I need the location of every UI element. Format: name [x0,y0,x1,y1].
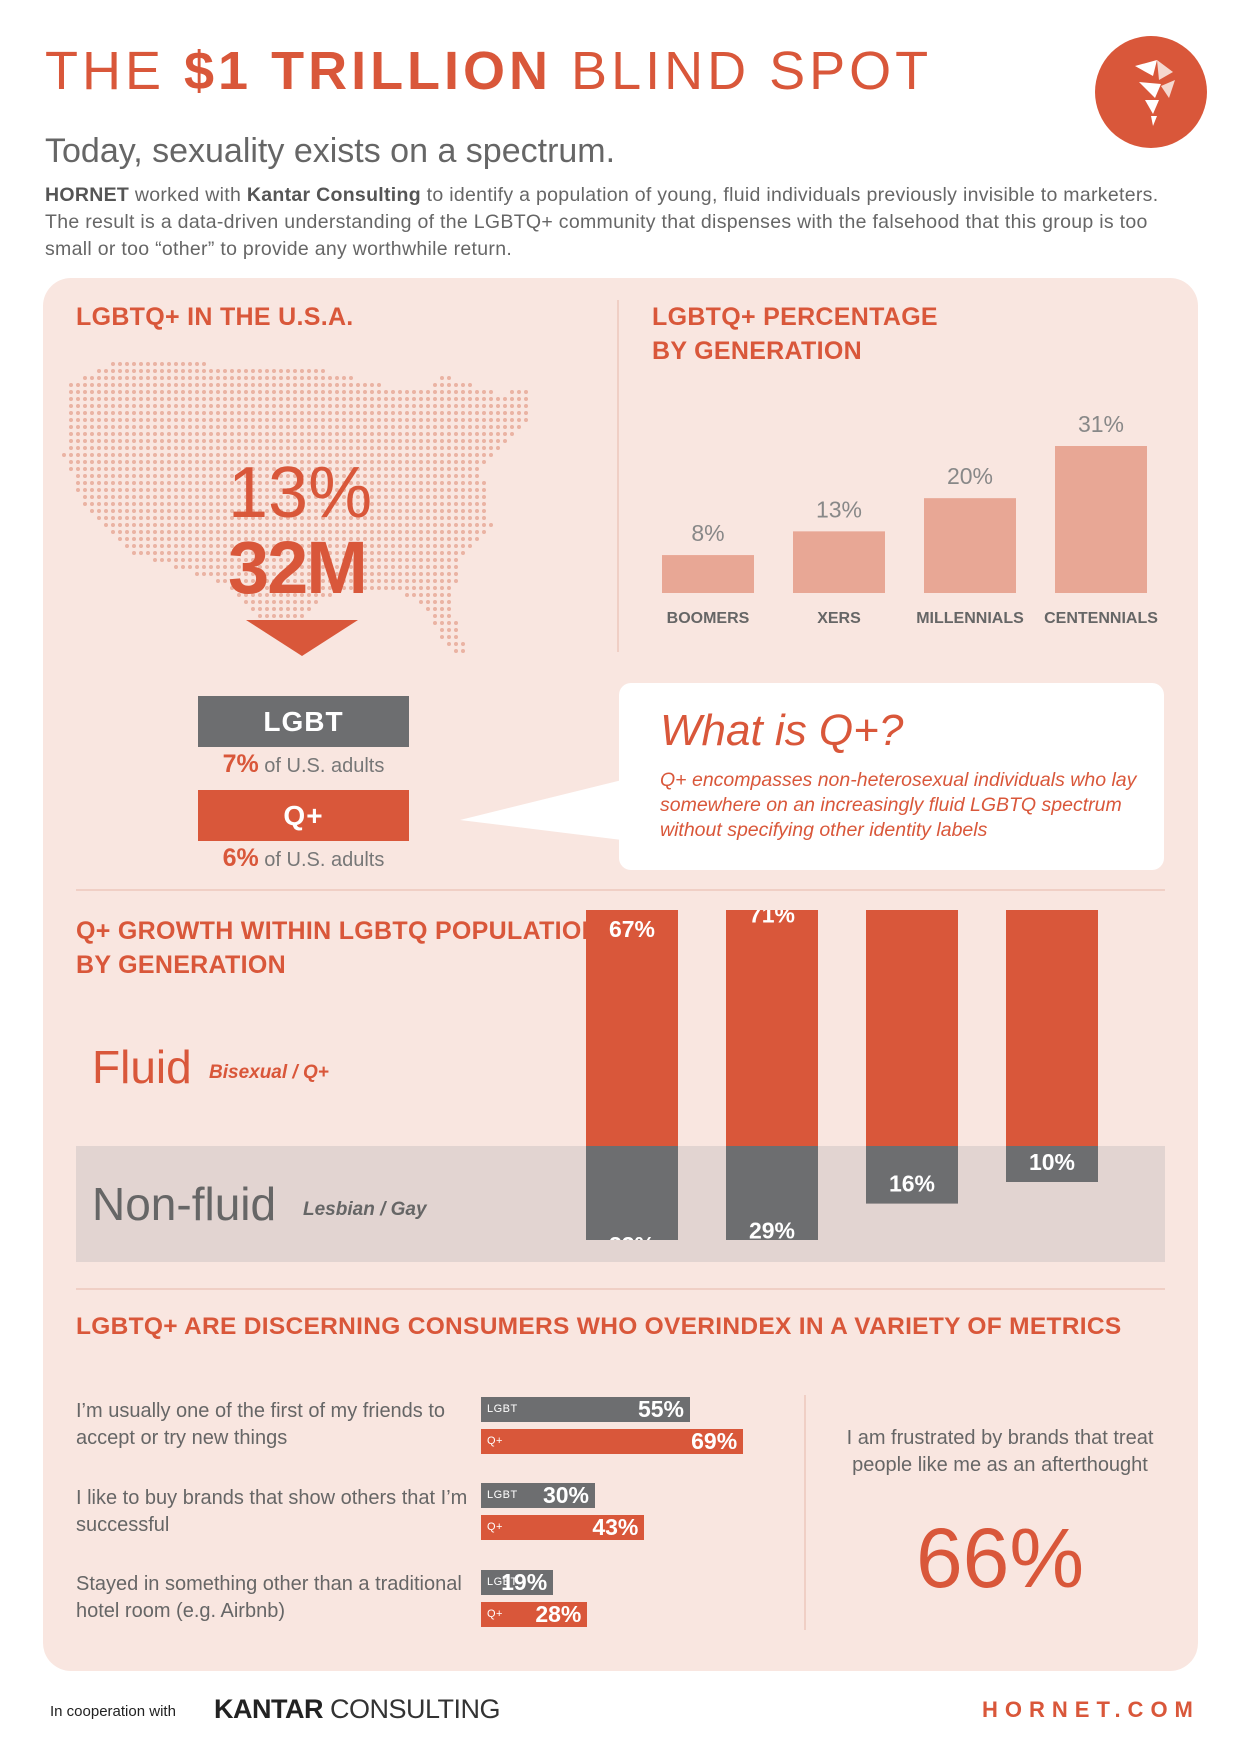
subtitle: Today, sexuality exists on a spectrum. [45,132,616,170]
metric-1-text: I’m usually one of the first of my frien… [76,1400,446,1449]
page-title: THE $1 TRILLION BLIND SPOT [45,41,933,101]
bar-xers [793,531,885,593]
fluid-sublabel: Bisexual / Q+ [209,1062,329,1083]
non-fluid-value-label: 33% [609,1232,655,1240]
category-label: MILLENNIALS [916,610,1024,627]
bar-value-label: 13% [816,496,862,522]
non-fluid-bar-centennials [1006,1146,1098,1182]
metric-3-text: Stayed in something other than a traditi… [76,1573,462,1622]
hornet-logo-icon [1095,36,1207,148]
bar-boomers [662,555,754,593]
section-divider-vertical [617,300,619,652]
bar-value-label: 19% [501,1569,548,1595]
non-fluid-bar-boomers [586,1146,678,1240]
fluid-label: Fluid [92,1041,192,1093]
bar-centennials [1055,446,1147,593]
bar-value-label: 69% [691,1428,738,1454]
bar-series-label: Q+ [487,1435,503,1447]
cooperation-text: In cooperation with [50,1703,176,1720]
qplus-label-box: Q+ [198,790,409,841]
generation-bar-chart: 8% BOOMERS 13% XERS 20% MILLENNIALS 31% CENTENN… [662,411,1158,627]
non-fluid-bar-xers [726,1146,818,1240]
lgbt-bar-metric-1: LGBT 55% [481,1396,690,1422]
qplus-bar-metric-3: Q+ 28% [481,1601,588,1627]
non-fluid-value-label: 29% [749,1217,795,1240]
qplus-heading: What is Q+? [660,706,904,755]
fluid-bar-boomers [586,910,678,1146]
section-divider [76,889,1165,891]
non-fluid-value-label: 10% [1029,1149,1075,1175]
bar-value-label: 43% [592,1514,639,1540]
growth-chart-title: Q+ GROWTH WITHIN LGBTQ POPULATIONS BY GEN… [76,917,617,979]
category-label: CENTENNIALS [1044,610,1158,627]
bar-value-label: 8% [691,520,724,546]
bar-value-label: 31% [1078,411,1124,437]
fluid-bar-centennials [1006,910,1098,1146]
lgbt-adults-text: 7% of U.S. adults [222,750,385,778]
frustration-percent: 66% [915,1511,1085,1605]
speech-pointer [460,780,622,840]
fluid-value-label: 71% [749,910,795,927]
qplus-definition-card [619,683,1164,870]
fluid-bar-millennials [866,910,958,1146]
qplus-definition-text: Q+ encompasses non-heterosexual individu… [660,769,1137,841]
category-label: BOOMERS [667,610,750,627]
qplus-bar-metric-1: Q+ 69% [481,1428,744,1454]
fluid-value-label: 67% [609,916,655,942]
frustration-statement: I am frustrated by brands that treat peo… [846,1427,1154,1476]
non-fluid-value-label: 16% [889,1171,935,1197]
lgbt-label-box: LGBT [198,696,409,747]
bar-series-label: Q+ [487,1608,503,1620]
bar-series-label: LGBT [487,1403,518,1415]
metric-2-text: I like to buy brands that show others th… [76,1487,468,1536]
bar-series-label: LGBT [487,1489,518,1501]
bar-series-label: Q+ [487,1521,503,1533]
fluid-bar-xers [726,910,818,1146]
qplus-bar-metric-2: Q+ 43% [481,1514,645,1540]
non-fluid-label: Non-fluid [92,1178,277,1230]
lgbt-bar-metric-2: LGBT 30% [481,1482,595,1508]
usa-dot-map [62,362,528,653]
metrics-section-title: LGBTQ+ ARE DISCERNING CONSUMERS WHO OVER… [76,1313,1122,1340]
non-fluid-sublabel: Lesbian / Gay [303,1199,427,1220]
usa-section-title: LGBTQ+ IN THE U.S.A. [76,303,354,331]
category-label: XERS [817,610,861,627]
bar-value-label: 55% [637,1396,684,1422]
usa-count: 32M [228,526,368,609]
lgbt-bar-metric-3: LGBT 19% [481,1569,554,1595]
bar-series-label: LGBT [487,1576,518,1588]
bar-value-label: 30% [542,1482,589,1508]
usa-percent: 13% [228,453,373,533]
bar-value-label: 28% [535,1601,582,1627]
growth-stacked-chart: BOOMERS67%33%XERS71%29%MILLENNIALS84%16%… [586,910,1098,1240]
bar-millennials [924,498,1016,593]
down-arrow-icon [246,620,358,656]
generation-chart-title: LGBTQ+ PERCENTAGE BY GENERATION [652,303,938,365]
website-link[interactable]: HORNET.COM [982,1697,1200,1722]
kantar-logo: KANTAR CONSULTING [214,1694,501,1724]
qplus-adults-text: 6% of U.S. adults [222,844,385,872]
non-fluid-bar-millennials [866,1146,958,1204]
bar-value-label: 20% [947,463,993,489]
metric-divider [804,1395,806,1630]
intro-paragraph: HORNET worked with Kantar Consulting to … [45,184,1159,260]
section-divider [76,1288,1165,1290]
